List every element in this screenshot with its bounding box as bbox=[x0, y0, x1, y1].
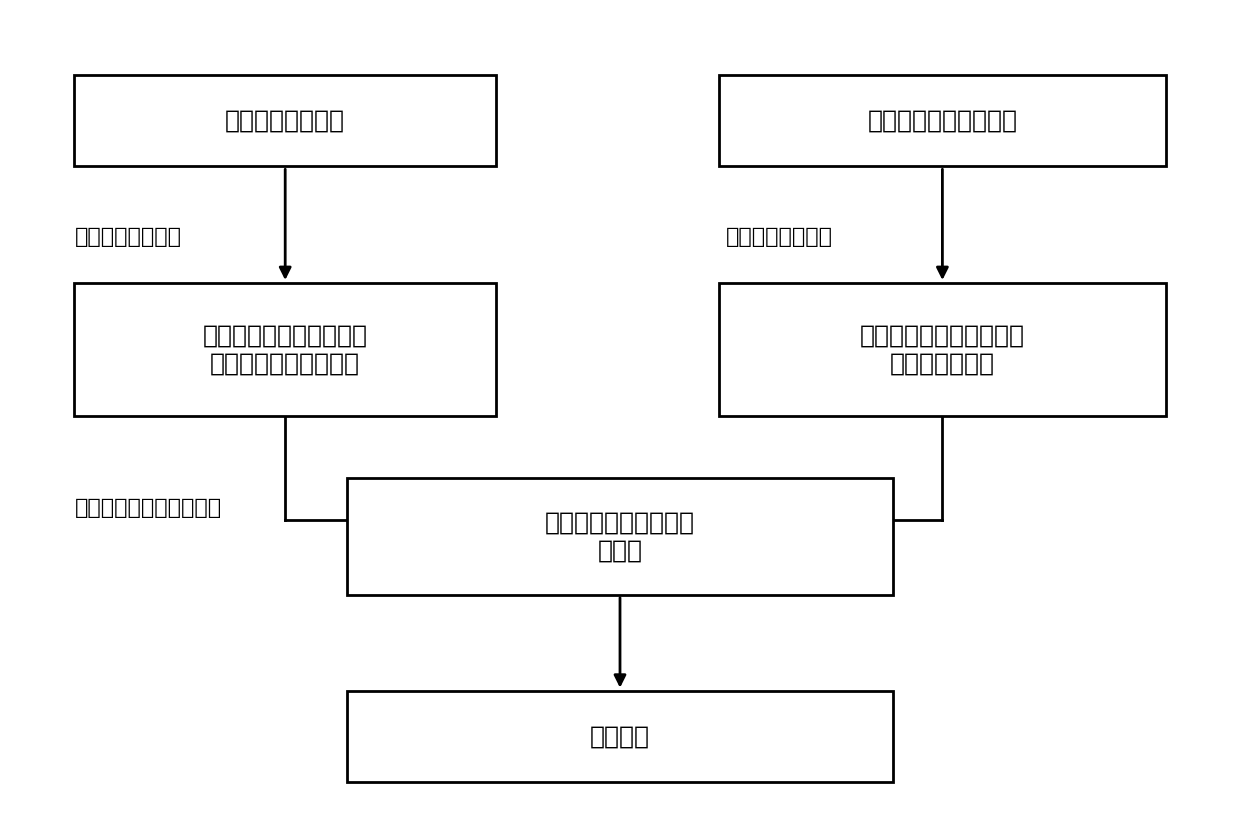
FancyBboxPatch shape bbox=[74, 75, 496, 166]
Text: 测量非弹伽马能谱中碳、
氧能峰非线性拟合系数: 测量非弹伽马能谱中碳、 氧能峰非线性拟合系数 bbox=[202, 324, 368, 375]
FancyBboxPatch shape bbox=[74, 283, 496, 416]
Text: 高斯及线性双模型: 高斯及线性双模型 bbox=[74, 227, 181, 247]
Text: 测量非弹伽马能谱: 测量非弹伽马能谱 bbox=[226, 109, 345, 132]
Text: 非弹标准谱中碳、氧能峰
非线性拟合系数: 非弹标准谱中碳、氧能峰 非线性拟合系数 bbox=[859, 324, 1025, 375]
Text: 碳氧比值: 碳氧比值 bbox=[590, 725, 650, 748]
Text: 碳、氧元素产生非弹伽
马计数: 碳、氧元素产生非弹伽 马计数 bbox=[546, 511, 694, 562]
FancyBboxPatch shape bbox=[719, 283, 1166, 416]
Text: 拟合系数与标准谱总计数: 拟合系数与标准谱总计数 bbox=[74, 498, 222, 518]
Text: 高斯及线性双模型: 高斯及线性双模型 bbox=[725, 227, 832, 247]
FancyBboxPatch shape bbox=[347, 691, 893, 782]
Text: 碳、氧元素非弹标准谱: 碳、氧元素非弹标准谱 bbox=[868, 109, 1017, 132]
FancyBboxPatch shape bbox=[719, 75, 1166, 166]
FancyBboxPatch shape bbox=[347, 478, 893, 595]
